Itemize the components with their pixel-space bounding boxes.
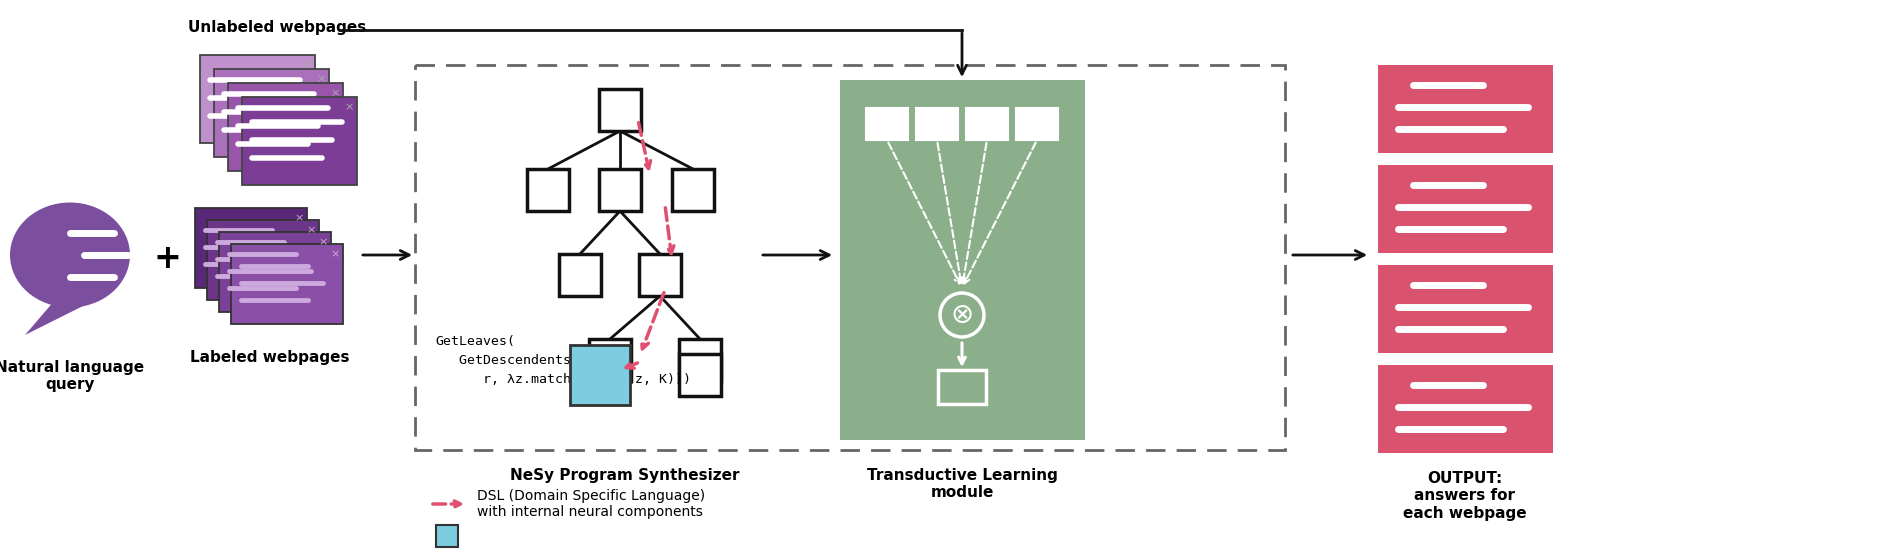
Text: ×: × (316, 74, 326, 84)
Text: OUTPUT:
answers for
each webpage: OUTPUT: answers for each webpage (1402, 471, 1526, 521)
Bar (866, 108, 907, 140)
Bar (231, 244, 343, 324)
Text: Unlabeled webpages: Unlabeled webpages (188, 20, 365, 35)
Text: ×: × (294, 213, 303, 223)
Bar (243, 97, 358, 185)
Bar (1378, 265, 1553, 353)
Polygon shape (24, 300, 85, 335)
Text: ×: × (303, 60, 312, 70)
Bar (559, 254, 600, 296)
Bar (965, 108, 1007, 140)
Bar (672, 169, 713, 211)
Ellipse shape (9, 202, 130, 307)
Bar (638, 254, 681, 296)
Text: ×: × (329, 88, 339, 98)
Bar (414, 65, 1284, 450)
Bar (589, 339, 630, 381)
Text: Transductive Learning
module: Transductive Learning module (866, 468, 1058, 500)
Bar (1016, 108, 1058, 140)
Bar (679, 354, 721, 396)
Bar (228, 83, 343, 171)
Bar (598, 169, 640, 211)
Text: GetLeaves(
   GetDescendents(
      r, λz.matchKeyword(z, K))): GetLeaves( GetDescendents( r, λz.matchKe… (435, 335, 691, 386)
Bar (218, 232, 331, 312)
Bar (215, 69, 329, 157)
Text: Labeled webpages: Labeled webpages (190, 350, 350, 365)
Text: ×: × (344, 102, 354, 112)
Bar (207, 220, 318, 300)
Bar (937, 370, 986, 404)
Text: Natural language
query: Natural language query (0, 360, 145, 393)
Bar (1378, 165, 1553, 253)
Bar (527, 169, 568, 211)
Text: +: + (152, 242, 181, 274)
Text: NeSy Program Synthesizer: NeSy Program Synthesizer (510, 468, 740, 483)
Text: ×: × (329, 249, 339, 259)
Text: ×: × (307, 225, 316, 235)
Bar (1378, 65, 1553, 153)
Bar (598, 89, 640, 131)
Text: DSL (Domain Specific Language)
with internal neural components: DSL (Domain Specific Language) with inte… (476, 489, 704, 519)
Text: ×: × (318, 237, 327, 247)
Bar (1378, 365, 1553, 453)
Text: ⊗: ⊗ (950, 301, 973, 329)
Bar (915, 108, 958, 140)
Bar (679, 339, 721, 381)
Bar (199, 55, 314, 143)
Bar (196, 208, 307, 288)
Bar (839, 80, 1084, 440)
